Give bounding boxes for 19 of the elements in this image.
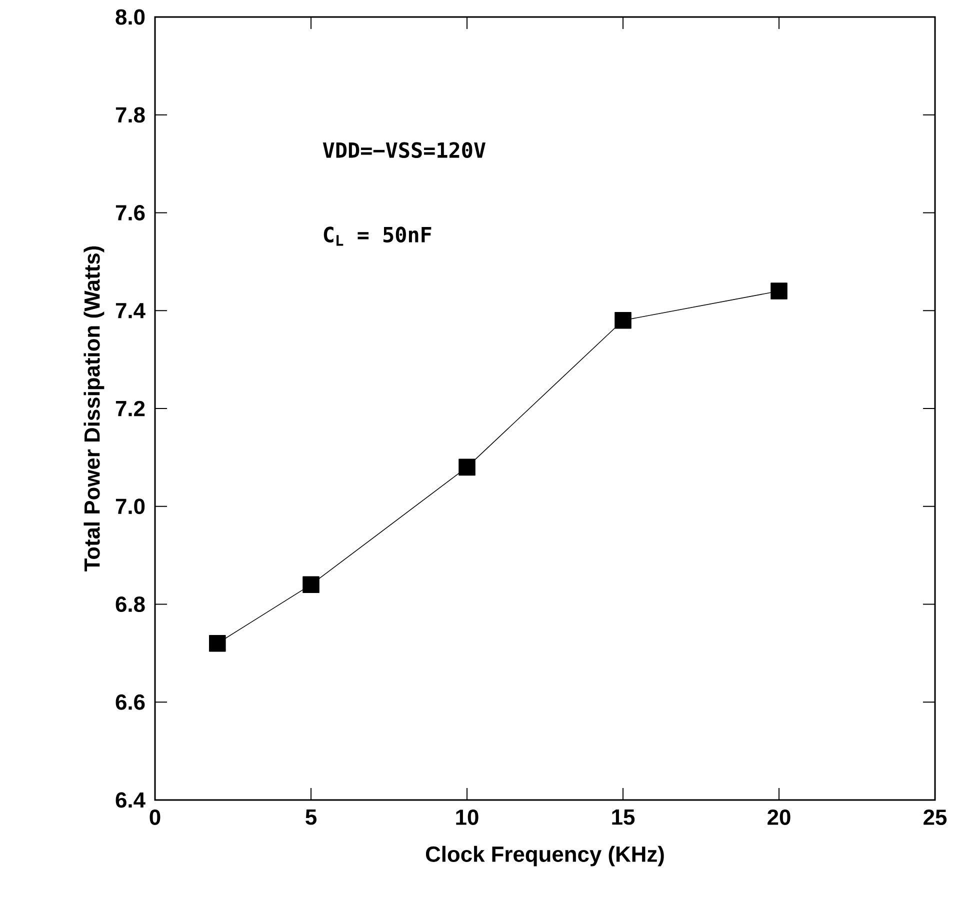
x-tick-label: 10 (456, 809, 478, 826)
x-tick-label: 25 (924, 809, 947, 826)
y-tick-label: 6.6 (116, 694, 145, 710)
x-tick-label: 5 (306, 810, 316, 825)
annotation: C$_{L}$ = 50nF (324, 226, 432, 246)
y-tick-label: 8.0 (116, 9, 145, 25)
y-tick-label: 7.8 (116, 107, 145, 123)
x-tick-label: 0 (150, 809, 160, 826)
y-tick-label: 7.4 (116, 303, 146, 318)
y-axis-title: Total Power Dissipation (Watts) (84, 246, 104, 572)
annotation: VDD=−VSS=120V (322, 142, 486, 158)
y-tick-label: 7.6 (116, 204, 145, 220)
y-tick-label: 6.4 (116, 792, 146, 808)
y-tick-label: 6.8 (116, 596, 145, 612)
x-tick-label: 20 (768, 809, 790, 826)
y-tick-label: 7.0 (116, 498, 145, 514)
x-tick-label: 15 (612, 810, 635, 825)
x-axis-title: Clock Frequency (KHz) (426, 846, 664, 866)
y-tick-label: 7.2 (116, 400, 145, 416)
